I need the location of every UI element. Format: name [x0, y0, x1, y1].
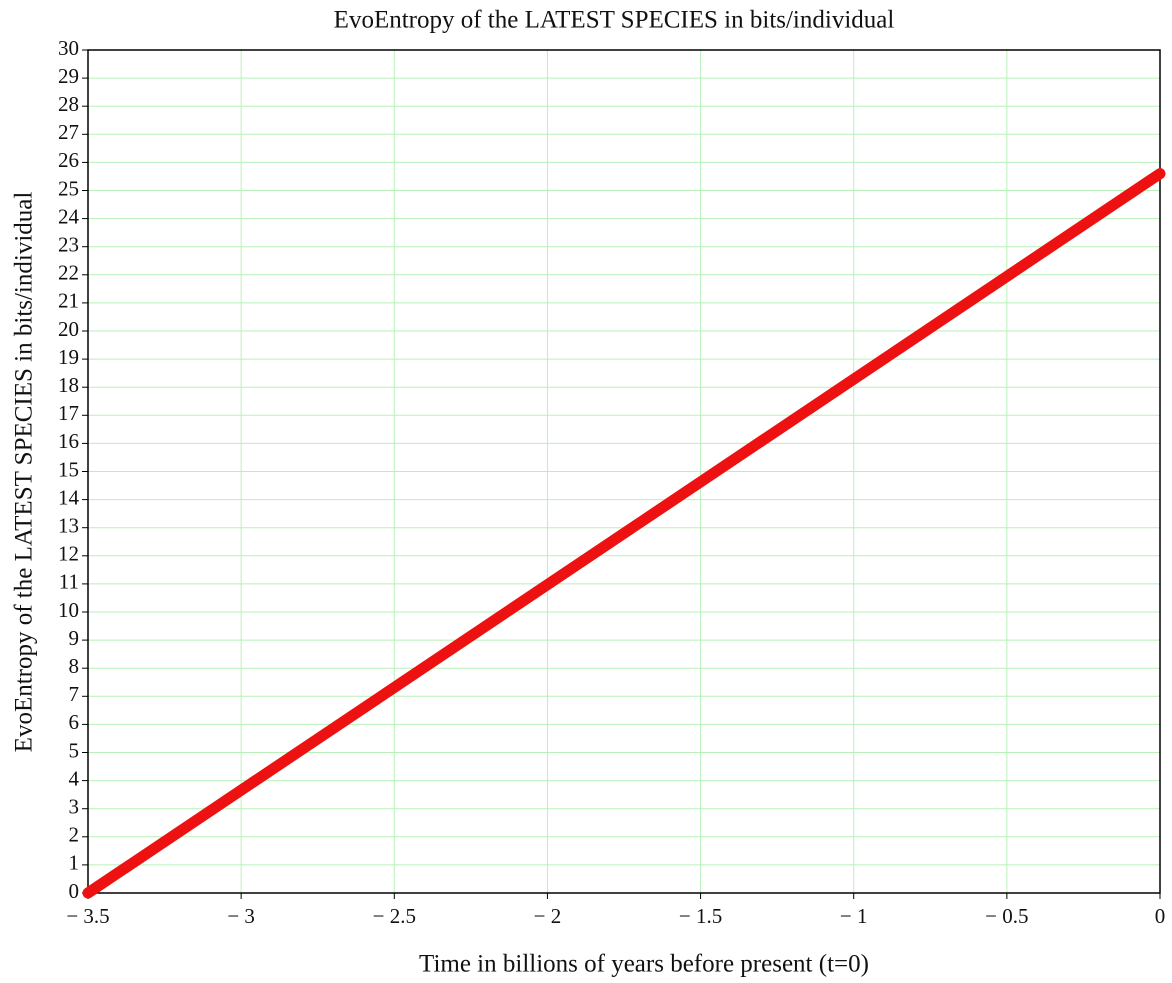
- x-tick-label: 0: [1155, 904, 1166, 928]
- x-tick-label: − 3: [227, 904, 255, 928]
- x-tick-label: − 2.5: [373, 904, 416, 928]
- y-tick-label: 21: [58, 289, 79, 313]
- y-tick-label: 28: [58, 92, 79, 116]
- y-tick-label: 23: [58, 233, 79, 257]
- y-tick-label: 25: [58, 176, 79, 200]
- y-tick-label: 7: [69, 682, 80, 706]
- y-tick-label: 13: [58, 514, 79, 538]
- chart-title: EvoEntropy of the LATEST SPECIES in bits…: [334, 7, 895, 34]
- y-tick-label: 19: [58, 345, 79, 369]
- y-tick-label: 30: [58, 36, 79, 60]
- x-tick-label: − 2: [534, 904, 562, 928]
- y-tick-label: 15: [58, 457, 79, 481]
- y-tick-label: 12: [58, 542, 79, 566]
- x-tick-label: − 1.5: [679, 904, 722, 928]
- y-tick-label: 17: [58, 401, 79, 425]
- y-tick-label: 2: [69, 823, 80, 847]
- y-tick-label: 10: [58, 598, 79, 622]
- y-tick-label: 4: [69, 766, 80, 790]
- x-tick-label: − 3.5: [66, 904, 109, 928]
- y-tick-label: 1: [69, 851, 80, 875]
- y-axis-label: EvoEntropy of the LATEST SPECIES in bits…: [11, 192, 38, 753]
- y-tick-label: 22: [58, 261, 79, 285]
- y-tick-label: 20: [58, 317, 79, 341]
- y-tick-label: 26: [58, 148, 79, 172]
- x-axis-label: Time in billions of years before present…: [419, 951, 869, 978]
- y-tick-label: 5: [69, 738, 80, 762]
- y-tick-label: 14: [58, 485, 80, 509]
- plot-frame: [87, 49, 1161, 894]
- x-tick-label: − 0.5: [985, 904, 1028, 928]
- y-tick-label: 9: [69, 626, 80, 650]
- y-tick-label: 11: [59, 570, 79, 594]
- y-tick-label: 18: [58, 373, 79, 397]
- y-tick-label: 3: [69, 795, 80, 819]
- x-tick-label: − 1: [840, 904, 868, 928]
- y-tick-label: 8: [69, 654, 80, 678]
- y-tick-label: 6: [69, 710, 80, 734]
- y-tick-label: 24: [58, 204, 80, 228]
- y-tick-label: 16: [58, 429, 79, 453]
- y-tick-label: 27: [58, 120, 79, 144]
- y-tick-label: 29: [58, 64, 79, 88]
- line: [82, 168, 1166, 899]
- y-tick-label: 0: [69, 879, 80, 903]
